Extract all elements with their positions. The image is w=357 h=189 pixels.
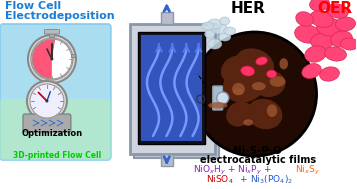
Text: OER: OER	[317, 1, 352, 16]
Ellipse shape	[208, 19, 222, 29]
Ellipse shape	[327, 4, 348, 18]
FancyBboxPatch shape	[44, 29, 59, 34]
Bar	[49, 33, 54, 37]
Circle shape	[217, 92, 229, 104]
Ellipse shape	[219, 33, 231, 41]
Ellipse shape	[226, 101, 253, 126]
Text: NiSO$_4$: NiSO$_4$	[206, 174, 233, 186]
Ellipse shape	[243, 119, 253, 126]
FancyBboxPatch shape	[23, 114, 71, 132]
Ellipse shape	[311, 33, 335, 49]
FancyBboxPatch shape	[213, 86, 223, 110]
Text: + Ni$_3$(PO$_4$)$_2$: + Ni$_3$(PO$_4$)$_2$	[237, 174, 293, 186]
Ellipse shape	[267, 70, 277, 78]
Ellipse shape	[317, 18, 342, 36]
Ellipse shape	[320, 67, 340, 81]
Ellipse shape	[267, 104, 277, 117]
Ellipse shape	[235, 48, 274, 80]
Ellipse shape	[341, 38, 357, 50]
Circle shape	[28, 35, 76, 83]
Ellipse shape	[208, 39, 222, 49]
Circle shape	[27, 81, 67, 121]
Ellipse shape	[232, 83, 245, 95]
Ellipse shape	[310, 11, 333, 27]
Text: Ni-S-P-O: Ni-S-P-O	[233, 146, 282, 156]
Ellipse shape	[295, 25, 321, 43]
Ellipse shape	[280, 58, 288, 69]
Circle shape	[30, 84, 64, 118]
FancyBboxPatch shape	[134, 28, 219, 158]
Wedge shape	[32, 39, 55, 79]
Ellipse shape	[202, 22, 214, 30]
Ellipse shape	[223, 65, 266, 102]
Ellipse shape	[270, 76, 285, 87]
Ellipse shape	[241, 66, 255, 76]
Ellipse shape	[205, 30, 215, 38]
Text: Optimization: Optimization	[21, 129, 82, 138]
FancyBboxPatch shape	[141, 35, 202, 141]
Ellipse shape	[256, 57, 267, 65]
Text: 3D-printed Flow Cell: 3D-printed Flow Cell	[13, 150, 101, 160]
Ellipse shape	[331, 31, 352, 47]
Ellipse shape	[252, 82, 266, 90]
Text: NiO$_x$H$_y$ + Ni$_x$P$_y$ +: NiO$_x$H$_y$ + Ni$_x$P$_y$ +	[193, 163, 272, 177]
Text: HER: HER	[230, 1, 265, 16]
FancyBboxPatch shape	[0, 24, 111, 160]
Text: Ni$_x$S$_y$: Ni$_x$S$_y$	[295, 163, 320, 177]
Ellipse shape	[221, 56, 248, 82]
Ellipse shape	[305, 46, 326, 62]
Ellipse shape	[208, 102, 227, 109]
Ellipse shape	[212, 24, 228, 34]
Ellipse shape	[296, 12, 313, 26]
FancyBboxPatch shape	[138, 32, 205, 144]
Circle shape	[50, 57, 54, 60]
Ellipse shape	[336, 17, 356, 31]
FancyBboxPatch shape	[130, 24, 215, 154]
Circle shape	[193, 32, 317, 156]
Ellipse shape	[325, 47, 346, 61]
Bar	[161, 12, 173, 24]
Circle shape	[45, 99, 49, 102]
Ellipse shape	[302, 64, 321, 78]
Ellipse shape	[224, 27, 236, 35]
FancyBboxPatch shape	[0, 99, 111, 160]
Ellipse shape	[247, 99, 282, 129]
Ellipse shape	[310, 0, 330, 11]
Circle shape	[31, 38, 73, 80]
Bar	[161, 154, 173, 166]
Ellipse shape	[254, 71, 286, 97]
Bar	[71, 54, 75, 57]
Ellipse shape	[233, 88, 243, 95]
Ellipse shape	[220, 17, 230, 25]
Text: Flow Cell: Flow Cell	[5, 1, 61, 11]
Wedge shape	[52, 39, 72, 79]
Text: electrocatalytic films: electrocatalytic films	[200, 155, 316, 165]
Text: Electrodeposition: Electrodeposition	[5, 11, 115, 21]
